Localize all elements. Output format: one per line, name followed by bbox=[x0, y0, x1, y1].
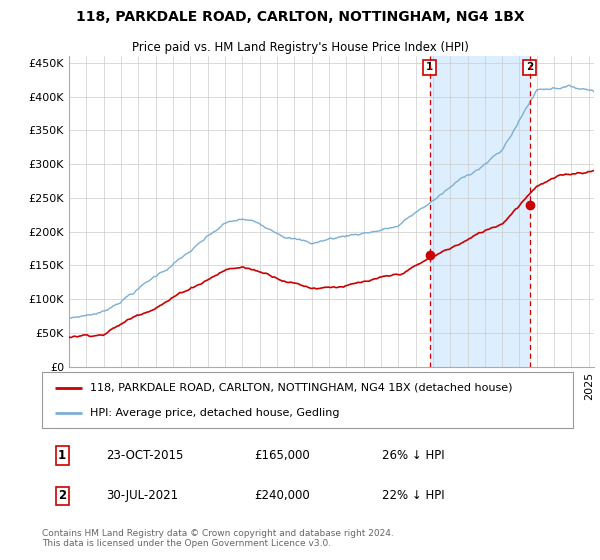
FancyBboxPatch shape bbox=[42, 372, 573, 428]
Text: Price paid vs. HM Land Registry's House Price Index (HPI): Price paid vs. HM Land Registry's House … bbox=[131, 41, 469, 54]
Text: 22% ↓ HPI: 22% ↓ HPI bbox=[382, 489, 445, 502]
Text: 1: 1 bbox=[58, 449, 66, 462]
Text: 2: 2 bbox=[58, 489, 66, 502]
Text: 2: 2 bbox=[526, 63, 533, 72]
Text: 30-JUL-2021: 30-JUL-2021 bbox=[106, 489, 178, 502]
Text: 118, PARKDALE ROAD, CARLTON, NOTTINGHAM, NG4 1BX: 118, PARKDALE ROAD, CARLTON, NOTTINGHAM,… bbox=[76, 11, 524, 25]
Text: £165,000: £165,000 bbox=[254, 449, 310, 462]
Bar bbox=[430, 56, 530, 367]
Text: 26% ↓ HPI: 26% ↓ HPI bbox=[382, 449, 445, 462]
Text: HPI: Average price, detached house, Gedling: HPI: Average price, detached house, Gedl… bbox=[90, 408, 339, 418]
Text: 1: 1 bbox=[426, 63, 433, 72]
Text: 118, PARKDALE ROAD, CARLTON, NOTTINGHAM, NG4 1BX (detached house): 118, PARKDALE ROAD, CARLTON, NOTTINGHAM,… bbox=[90, 382, 512, 393]
Text: £240,000: £240,000 bbox=[254, 489, 310, 502]
Text: Contains HM Land Registry data © Crown copyright and database right 2024.
This d: Contains HM Land Registry data © Crown c… bbox=[42, 529, 394, 548]
Text: 23-OCT-2015: 23-OCT-2015 bbox=[106, 449, 183, 462]
